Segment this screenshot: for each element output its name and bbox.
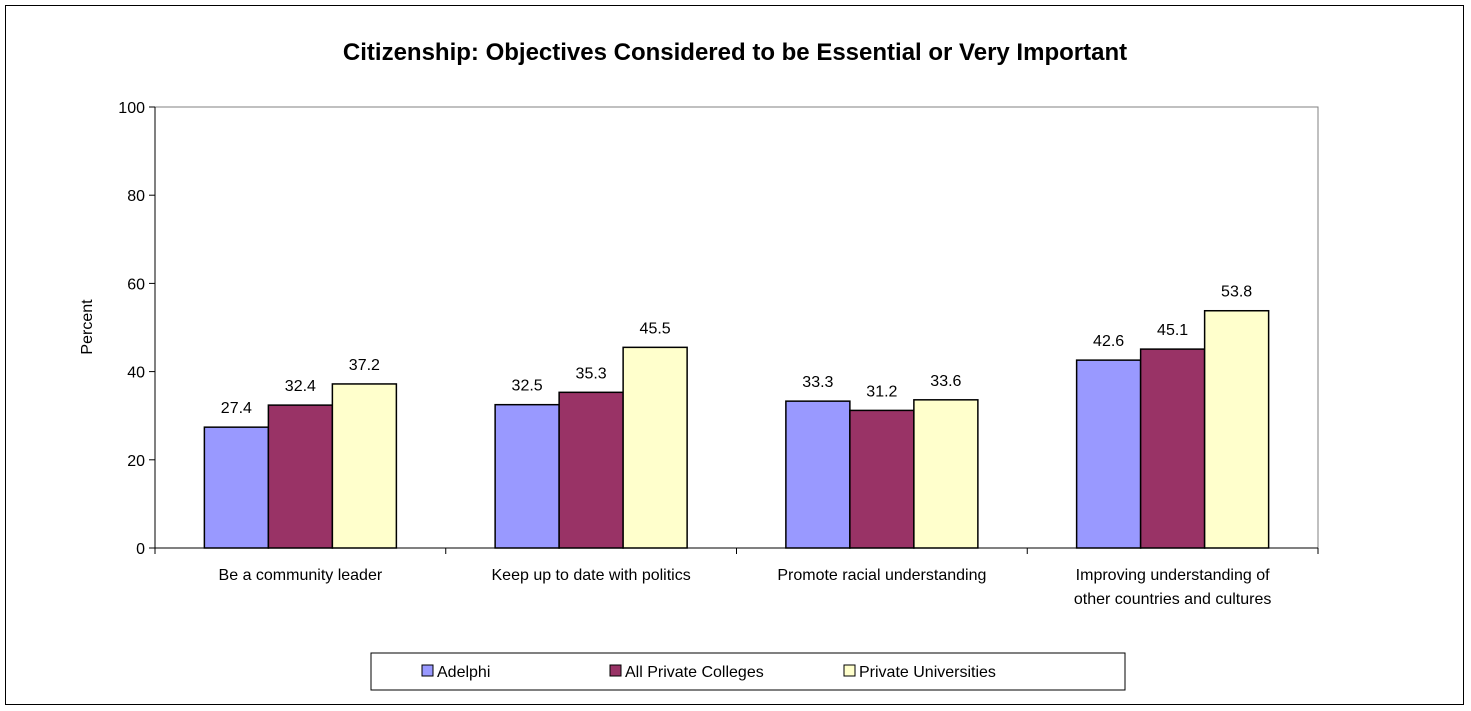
legend-swatch xyxy=(421,664,434,677)
bar xyxy=(494,403,560,549)
y-tick-label: 60 xyxy=(127,276,145,293)
y-tick-label: 20 xyxy=(127,453,145,470)
bar xyxy=(849,409,915,549)
bar xyxy=(203,426,270,549)
y-tick-label: 80 xyxy=(127,188,145,205)
data-label: 53.8 xyxy=(1221,284,1252,301)
x-tick-label: Be a community leader xyxy=(219,567,383,584)
legend-box xyxy=(370,652,1126,691)
legend: Adelphi All Private Colleges Private Unive… xyxy=(370,652,1126,691)
bar xyxy=(785,400,851,549)
y-axis-label: Percent xyxy=(79,299,96,355)
chart-title: Citizenship: Objectives Considered to be… xyxy=(343,39,1127,66)
data-label: 33.3 xyxy=(802,374,833,391)
plot-area: 0 20 40 60 80 100 27.4 32.4 37.2 Be a community l… xyxy=(118,100,1319,608)
bar xyxy=(267,404,334,549)
data-label: 32.5 xyxy=(512,378,543,395)
data-label: 27.4 xyxy=(221,400,252,417)
data-label: 35.3 xyxy=(576,365,607,382)
bar xyxy=(558,391,624,549)
y-tick-label: 40 xyxy=(127,365,145,382)
data-label: 42.6 xyxy=(1093,333,1124,350)
bar xyxy=(913,399,979,549)
legend-entry: Private Universities xyxy=(859,664,996,681)
x-tick-label: Promote racial understanding xyxy=(777,567,986,584)
data-label: 45.5 xyxy=(640,320,671,337)
bar xyxy=(1075,359,1142,549)
legend-swatch xyxy=(843,664,856,677)
bar xyxy=(1139,348,1206,549)
y-tick-label: 100 xyxy=(118,100,145,117)
data-label: 32.4 xyxy=(285,378,316,395)
x-tick-label: Keep up to date with politics xyxy=(492,567,691,584)
bar xyxy=(622,346,688,549)
bar xyxy=(331,383,398,549)
data-label: 37.2 xyxy=(349,357,380,374)
x-tick-label: Improving understanding of other countrie… xyxy=(1074,567,1271,608)
bar xyxy=(1203,309,1270,549)
data-label: 33.6 xyxy=(930,373,961,390)
data-label: 45.1 xyxy=(1157,322,1188,339)
legend-swatch xyxy=(609,664,622,677)
legend-entry: All Private Colleges xyxy=(625,664,764,681)
legend-entry: Adelphi xyxy=(437,664,490,681)
data-label: 31.2 xyxy=(866,383,897,400)
y-tick-label: 0 xyxy=(136,541,145,558)
